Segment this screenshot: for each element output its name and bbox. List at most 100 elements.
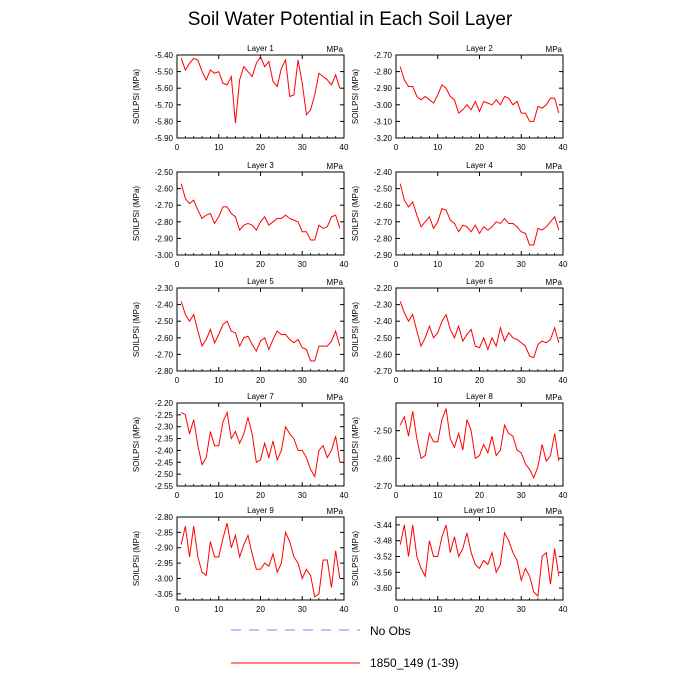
x-tick-label: 40 [559,376,568,385]
y-axis-label: SOILPSI (MPa) [351,302,360,357]
x-tick-label: 10 [214,491,223,500]
series-line-1850_149 [180,55,341,124]
y-tick-label: -2.20 [155,399,174,408]
panel-layer-8: 0 10 20 30 40 -2.50 -2.60 -2.70 Layer 8 MPa SOILPS… [351,392,568,500]
x-tick-label: 0 [394,143,399,152]
y-tick-label: -2.50 [155,470,174,479]
panel-units: MPa [327,278,344,287]
plot-frame [176,171,345,256]
x-tick-label: 0 [175,605,180,614]
y-tick-label: -3.00 [374,101,393,110]
y-tick-label: -2.70 [374,51,393,60]
series-line-1850_149 [399,183,560,246]
x-tick-label: 40 [559,143,568,152]
y-tick-label: -2.35 [155,435,174,444]
y-tick-label: -2.80 [155,218,174,227]
y-tick-label: -2.30 [155,423,174,432]
y-tick-label: -2.90 [155,544,174,553]
y-tick-label: -5.70 [155,101,174,110]
y-tick-label: -2.45 [155,458,174,467]
panel-title: Layer 10 [464,506,496,515]
series-line-1850_149 [399,66,560,122]
y-tick-label: -3.10 [374,117,393,126]
x-tick-label: 10 [433,605,442,614]
y-tick-label: -2.70 [374,218,393,227]
panel-layer-2: 0 10 20 30 40 -2.70 -2.80 -2.90 -3.00 -3.10 -3.20 L… [351,44,568,152]
y-tick-label: -5.60 [155,84,174,93]
x-tick-label: 30 [298,376,307,385]
y-axis-label: SOILPSI (MPa) [132,69,141,124]
x-tick-label: 40 [559,605,568,614]
y-tick-label: -2.60 [155,334,174,343]
y-axis-label: SOILPSI (MPa) [132,417,141,472]
x-tick-label: 0 [394,491,399,500]
legend: No Obs 1850_149 (1-39) [231,624,459,670]
y-tick-label: -2.60 [374,201,393,210]
panel-layer-7: 0 10 20 30 40 -2.20 -2.25 -2.30 -2.35 -2.40 -2.45 -… [132,392,349,500]
x-tick-label: 10 [433,143,442,152]
x-tick-label: 20 [475,491,484,500]
y-tick-label: -2.30 [374,301,393,310]
y-tick-label: -5.50 [155,68,174,77]
y-tick-label: -2.40 [155,301,174,310]
y-tick-label: -2.40 [374,168,393,177]
panel-layer-5: 0 10 20 30 40 -2.30 -2.40 -2.50 -2.60 -2.70 -2.80 L… [132,277,349,385]
y-tick-label: -2.30 [155,284,174,293]
legend-no-obs-label: No Obs [370,624,411,638]
y-tick-label: -2.70 [155,201,174,210]
panel-layer-9: 0 10 20 30 40 -2.80 -2.85 -2.90 -2.95 -3.00 -3.05 L… [132,506,349,614]
panel-layer-4: 0 10 20 30 40 -2.40 -2.50 -2.60 -2.70 -2.80 -2.90 L… [351,161,568,269]
x-tick-label: 30 [298,260,307,269]
y-tick-label: -5.90 [155,134,174,143]
panel-units: MPa [327,45,344,54]
y-axis-label: SOILPSI (MPa) [351,531,360,586]
y-tick-label: -3.20 [374,134,393,143]
x-tick-label: 0 [175,260,180,269]
y-tick-label: -2.25 [155,411,174,420]
panel-units: MPa [546,45,563,54]
y-tick-label: -2.60 [155,185,174,194]
x-tick-label: 0 [175,143,180,152]
series-line-1850_149 [180,183,341,241]
y-tick-label: -2.60 [374,350,393,359]
y-tick-label: -2.50 [155,168,174,177]
panel-layer-3: 0 10 20 30 40 -2.50 -2.60 -2.70 -2.80 -2.90 -3.00 L… [132,161,349,269]
y-tick-label: -2.90 [374,251,393,260]
series-line-1850_149 [180,410,341,478]
y-tick-label: -2.40 [155,446,174,455]
x-tick-label: 0 [394,260,399,269]
x-tick-label: 10 [433,376,442,385]
y-axis-label: SOILPSI (MPa) [132,531,141,586]
x-tick-label: 20 [256,491,265,500]
x-tick-label: 40 [340,376,349,385]
panel-units: MPa [546,393,563,402]
x-tick-label: 30 [517,605,526,614]
panel-layer-6: 0 10 20 30 40 -2.20 -2.30 -2.40 -2.50 -2.60 -2.70 L… [351,277,568,385]
series-line-1850_149 [399,301,560,359]
y-tick-label: -2.20 [374,284,393,293]
y-tick-label: -2.80 [155,367,174,376]
y-tick-label: -3.48 [374,537,393,546]
series-line-1850_149 [399,408,560,479]
x-tick-label: 0 [175,376,180,385]
x-tick-label: 0 [394,376,399,385]
y-axis-label: SOILPSI (MPa) [132,186,141,241]
x-tick-label: 10 [214,260,223,269]
x-tick-label: 20 [256,260,265,269]
x-tick-label: 10 [214,143,223,152]
y-tick-label: -2.80 [374,68,393,77]
panel-title: Layer 1 [247,44,274,53]
panel-layer-1: 0 10 20 30 40 -5.40 -5.50 -5.60 -5.70 -5.80 -5.90 L… [132,44,349,152]
panel-title: Layer 2 [466,44,493,53]
y-tick-label: -3.05 [155,590,174,599]
panel-units: MPa [546,162,563,171]
panel-units: MPa [327,162,344,171]
y-tick-label: -2.85 [155,528,174,537]
x-tick-label: 0 [175,491,180,500]
y-tick-label: -2.95 [155,559,174,568]
plot-frame [395,516,564,601]
panel-title: Layer 9 [247,506,274,515]
plot-frame [176,402,345,487]
x-tick-label: 10 [433,260,442,269]
